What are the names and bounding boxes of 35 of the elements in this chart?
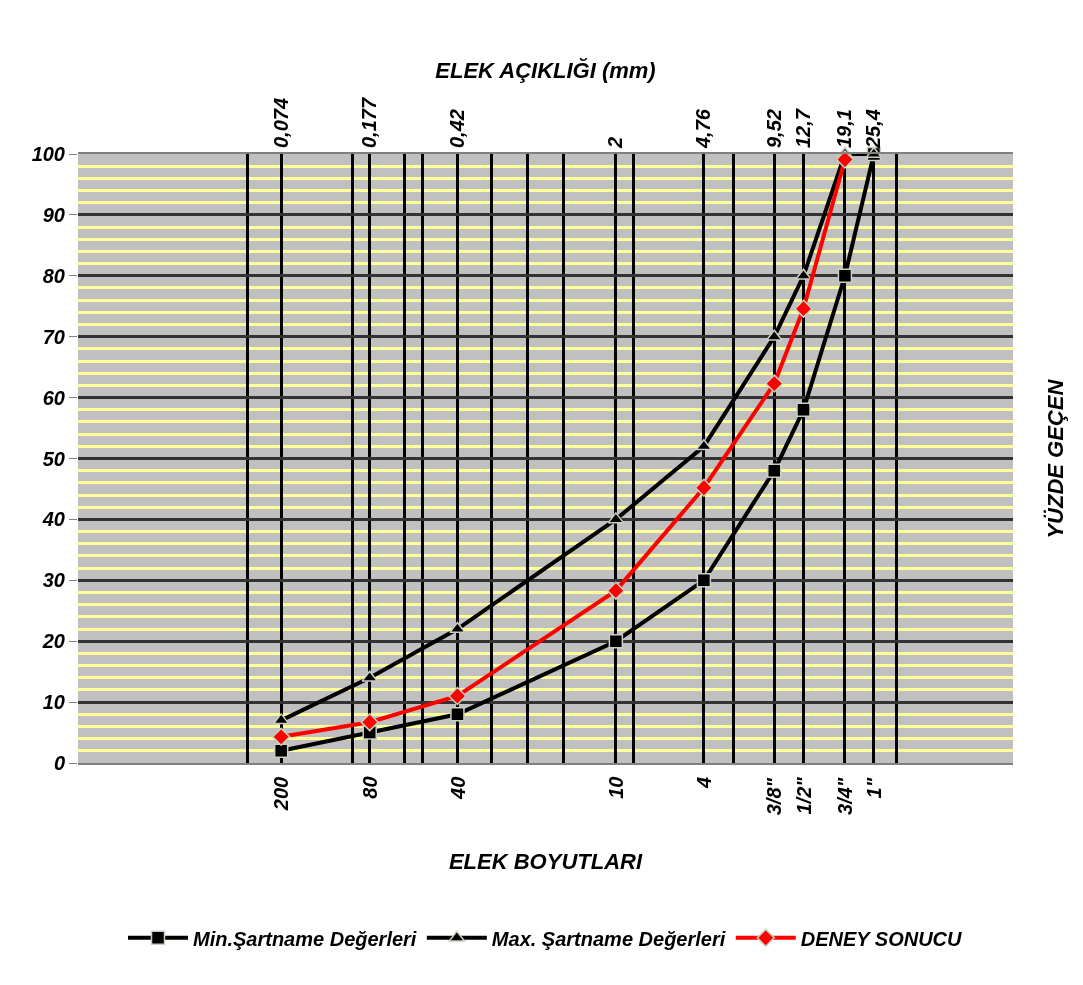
text: 40 (446, 776, 469, 800)
x-tick-label: 4,76 (692, 108, 715, 149)
y-tick-label: 20 (41, 630, 65, 653)
y-tick-label: 80 (42, 264, 65, 287)
text: 4 (692, 776, 715, 789)
y-tick-label: 30 (42, 569, 65, 592)
legend-label: DENEY SONUCU (800, 927, 963, 950)
text: 1/2" (792, 776, 815, 815)
y-tick-label: 60 (42, 386, 65, 409)
x-tick-label: 2 (604, 136, 627, 149)
y-tick-label: 70 (42, 325, 65, 348)
y-tick-label: 50 (42, 447, 65, 470)
y-tick-label: 10 (42, 691, 65, 714)
x-tick-label: 25,4 (862, 109, 885, 149)
y-tick-label: 0 (53, 752, 65, 774)
y-tick-label: 40 (41, 508, 65, 531)
x-tick-label: 9,52 (762, 109, 785, 148)
y-axis-title: YÜZDE GEÇEN (1042, 378, 1068, 539)
legend-label: Min.Şartname Değerleri (193, 927, 417, 950)
x-tick-label: 0,177 (358, 97, 381, 148)
text: 200 (270, 776, 293, 812)
text: 3/4" (833, 777, 856, 815)
text: 1" (863, 777, 886, 799)
x-axis-title: ELEK AÇIKLIĞI (mm) (435, 58, 656, 84)
x-tick-label: 19,1 (833, 109, 856, 148)
x-tick-label: 0,42 (445, 109, 468, 148)
text: 80 (358, 776, 381, 799)
legend-label: Max. Şartname Değerleri (491, 927, 726, 950)
x-tick-label: 12,7 (792, 108, 815, 148)
text: 3/8" (763, 777, 786, 816)
x-tick-label: 0,074 (269, 97, 292, 148)
y-tick-label: 100 (31, 143, 65, 165)
y-tick-label: 90 (42, 203, 65, 226)
text: 10 (604, 776, 627, 799)
x2-axis-title: ELEK BOYUTLARI (448, 848, 643, 874)
